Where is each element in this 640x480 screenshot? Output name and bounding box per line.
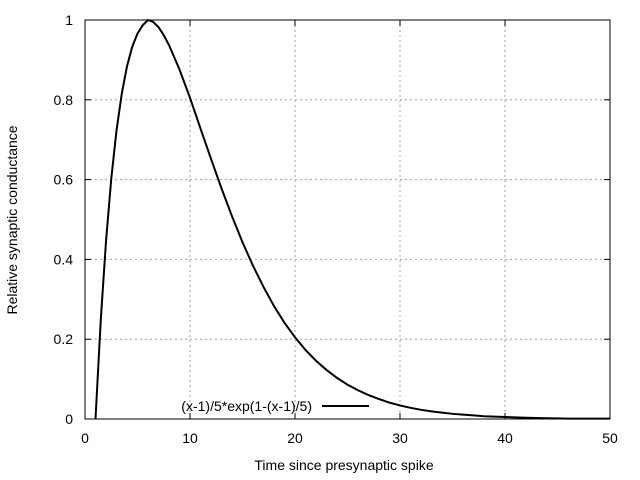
x-tick-label: 20 [287, 430, 303, 446]
x-axis-label: Time since presynaptic spike [254, 457, 433, 473]
series-line [94, 18, 610, 420]
axis-ticks [84, 19, 611, 420]
x-tick-label: 30 [392, 430, 408, 446]
y-tick-label: 0.2 [54, 331, 74, 347]
y-tick-label: 0.8 [54, 92, 74, 108]
x-tick-label: 10 [182, 430, 198, 446]
plot-frame [84, 19, 611, 420]
y-tick-label: 0.6 [54, 172, 74, 188]
y-axis-label: Relative synaptic conductance [4, 125, 20, 314]
y-tick-label: 0.4 [54, 251, 74, 267]
x-tick-label: 40 [497, 430, 513, 446]
y-tick-label: 1 [65, 12, 73, 28]
x-tick-label: 50 [602, 430, 618, 446]
legend: (x-1)/5*exp(1-(x-1)/5) [181, 398, 369, 414]
grid [85, 20, 610, 419]
x-tick-labels: 0 10 20 30 40 50 [81, 430, 618, 446]
legend-label: (x-1)/5*exp(1-(x-1)/5) [181, 398, 312, 414]
y-tick-labels: 0 0.2 0.4 0.6 0.8 1 [54, 12, 74, 427]
x-tick-label: 0 [81, 430, 89, 446]
y-tick-label: 0 [65, 411, 73, 427]
